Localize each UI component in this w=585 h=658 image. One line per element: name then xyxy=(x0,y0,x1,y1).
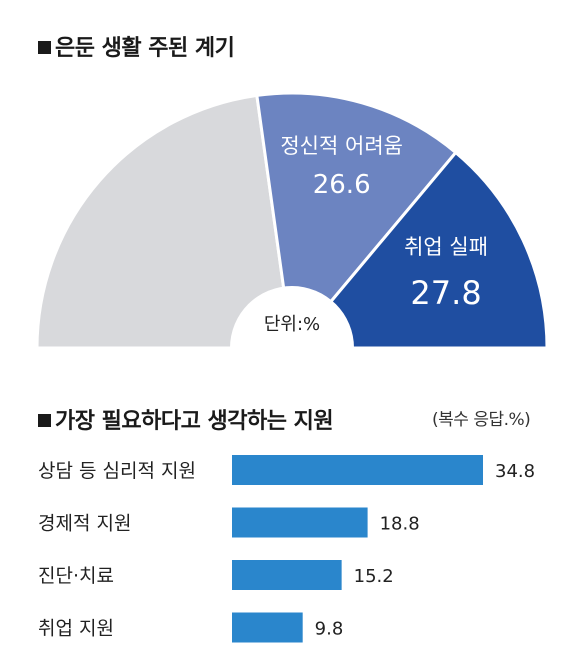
bar-category-label: 진단·치료 xyxy=(38,565,114,587)
bar-chart-note: (복수 응답.%) xyxy=(432,410,531,430)
pie-slice-label: 취업 실패 xyxy=(404,235,488,259)
bar xyxy=(232,455,483,485)
bar-chart-title: 가장 필요하다고 생각하는 지원 xyxy=(38,403,334,435)
pie-slice-value: 26.6 xyxy=(313,170,371,200)
bar-category-label: 경제적 지원 xyxy=(38,513,131,535)
pie-center-hole xyxy=(230,286,354,348)
pie-slice-1 xyxy=(255,91,458,352)
bar xyxy=(232,507,368,538)
pie-slice-0 xyxy=(35,93,294,350)
pie-slice-value: 27.8 xyxy=(410,274,481,312)
bar-value-label: 15.2 xyxy=(354,566,394,587)
square-bullet-icon xyxy=(38,414,51,427)
pie-slice-label: 정신적 어려움 xyxy=(280,134,403,158)
bar-category-label: 상담 등 심리적 지원 xyxy=(38,460,196,482)
pie-slice-2 xyxy=(288,150,549,350)
bar xyxy=(232,612,303,643)
pie-unit-note: 단위:% xyxy=(264,314,320,335)
bar-category-label: 취업 지원 xyxy=(38,618,114,640)
bar-value-label: 9.8 xyxy=(315,619,344,640)
pie-chart-title: 은둔 생활 주된 계기 xyxy=(38,30,235,62)
bar-value-label: 34.8 xyxy=(495,461,535,482)
square-bullet-icon xyxy=(38,41,51,54)
pie-chart: 정신적 어려움 26.6 취업 실패 27.8 단위:% xyxy=(35,91,549,352)
bar-value-label: 18.8 xyxy=(380,514,420,535)
bar xyxy=(232,560,342,590)
